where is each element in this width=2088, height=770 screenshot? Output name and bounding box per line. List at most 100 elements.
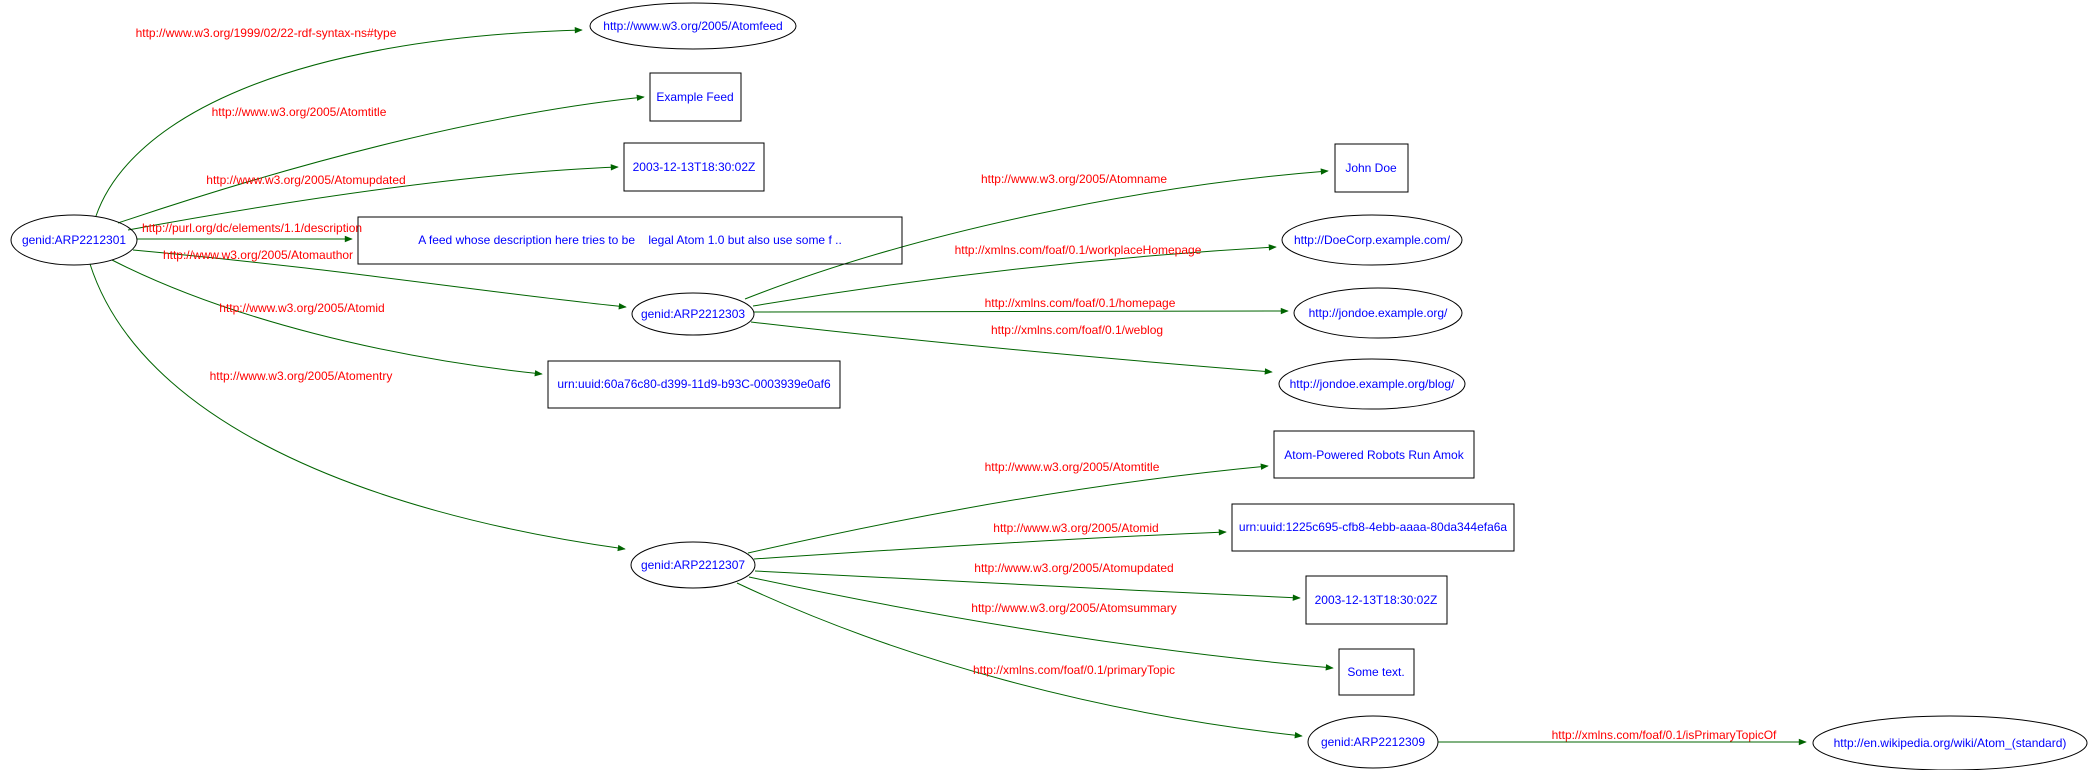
- node-uuid-entry: urn:uuid:1225c695-cfb8-4ebb-aaaa-80da344…: [1231, 503, 1515, 552]
- edge-label: http://www.w3.org/2005/Atomupdated: [206, 173, 405, 187]
- node-wikipedia: http://en.wikipedia.org/wiki/Atom_(stand…: [1812, 715, 2088, 770]
- edge-label: http://www.w3.org/2005/Atomid: [993, 521, 1158, 535]
- edge-atomid-entry: http://www.w3.org/2005/Atomid: [753, 521, 1227, 560]
- node-arp2212301: genid:ARP2212301: [10, 214, 138, 266]
- node-shape: [1278, 358, 1466, 410]
- node-shape: [1273, 430, 1475, 479]
- edge-line: [117, 94, 645, 224]
- node-shape: [1231, 503, 1515, 552]
- node-label: Atom-Powered Robots Run Amok: [1284, 448, 1464, 462]
- edge-label: http://xmlns.com/foaf/0.1/homepage: [985, 296, 1176, 310]
- node-label: genid:ARP2212301: [22, 233, 126, 247]
- node-label: 2003-12-13T18:30:02Z: [633, 160, 756, 174]
- node-shape: [631, 292, 755, 336]
- edge-atomid-feed: http://www.w3.org/2005/Atomid: [111, 259, 543, 377]
- edge-label: http://purl.org/dc/elements/1.1/descript…: [142, 221, 362, 235]
- node-shape: [10, 214, 138, 266]
- node-label: genid:ARP2212309: [1321, 735, 1425, 749]
- edge-atomname: http://www.w3.org/2005/Atomname: [744, 168, 1329, 300]
- node-shape: [1338, 648, 1415, 696]
- edge-label: http://www.w3.org/2005/Atomid: [219, 301, 384, 315]
- edge-atomauthor: http://www.w3.org/2005/Atomauthor: [132, 248, 627, 310]
- edge-atomupdated-feed: http://www.w3.org/2005/Atomupdated: [127, 164, 619, 231]
- node-shape: [1281, 214, 1463, 266]
- node-description: A feed whose description here tries to b…: [357, 216, 903, 265]
- node-shape: [1293, 287, 1463, 339]
- node-updated-feed: 2003-12-13T18:30:02Z: [623, 142, 765, 192]
- edge-atomtitle-feed: http://www.w3.org/2005/Atomtitle: [117, 94, 645, 224]
- node-label: 2003-12-13T18:30:02Z: [1315, 593, 1438, 607]
- edge-line: [95, 27, 583, 217]
- edge-line: [132, 249, 627, 310]
- node-arp2212303: genid:ARP2212303: [631, 292, 755, 336]
- node-label: http://en.wikipedia.org/wiki/Atom_(stand…: [1834, 736, 2067, 750]
- node-jondoe-blog: http://jondoe.example.org/blog/: [1278, 358, 1466, 410]
- edge-label: http://www.w3.org/2005/Atomname: [981, 172, 1167, 186]
- node-shape: [357, 216, 903, 265]
- node-uuid-feed: urn:uuid:60a76c80-d399-11d9-b93C-0003939…: [547, 360, 841, 409]
- edge-label: http://www.w3.org/2005/Atomtitle: [985, 460, 1160, 474]
- edge-line: [753, 307, 1289, 315]
- node-shape: [1334, 143, 1409, 193]
- edge-label: http://www.w3.org/2005/Atomsummary: [971, 601, 1176, 615]
- node-some-text: Some text.: [1338, 648, 1415, 696]
- edge-rdf-type: http://www.w3.org/1999/02/22-rdf-syntax-…: [95, 26, 583, 217]
- edge-line: [127, 164, 619, 231]
- node-jondoe-homepage: http://jondoe.example.org/: [1293, 287, 1463, 339]
- node-shape: [623, 142, 765, 192]
- node-arp2212307: genid:ARP2212307: [630, 541, 756, 589]
- node-shape: [649, 72, 742, 122]
- node-label: http://jondoe.example.org/blog/: [1290, 377, 1455, 391]
- node-label: Example Feed: [656, 90, 733, 104]
- edge-label: http://www.w3.org/2005/Atomentry: [210, 369, 393, 383]
- edge-line: [111, 259, 543, 377]
- node-shape: [1305, 575, 1448, 625]
- node-entry-title: Atom-Powered Robots Run Amok: [1273, 430, 1475, 479]
- edge-atomupdated-entry: http://www.w3.org/2005/Atomupdated: [754, 561, 1301, 601]
- node-shape: [1812, 715, 2088, 770]
- node-shape: [630, 541, 756, 589]
- edge-line: [754, 570, 1301, 601]
- node-arp2212309: genid:ARP2212309: [1307, 715, 1439, 769]
- node-atomfeed-class: http://www.w3.org/2005/Atomfeed: [589, 2, 797, 50]
- edge-label: http://xmlns.com/foaf/0.1/weblog: [991, 323, 1163, 337]
- edge-foaf-weblog: http://xmlns.com/foaf/0.1/weblog: [750, 321, 1273, 375]
- edge-label: http://www.w3.org/2005/Atomtitle: [212, 105, 387, 119]
- edge-label: http://www.w3.org/1999/02/22-rdf-syntax-…: [136, 26, 397, 40]
- node-label: A feed whose description here tries to b…: [418, 233, 842, 247]
- node-shape: [547, 360, 841, 409]
- edge-primary-topic: http://xmlns.com/foaf/0.1/primaryTopic: [736, 582, 1303, 739]
- edge-atomtitle-entry: http://www.w3.org/2005/Atomtitle: [747, 460, 1269, 554]
- edge-is-primary-topic-of: http://xmlns.com/foaf/0.1/isPrimaryTopic…: [1438, 728, 1807, 746]
- edge-foaf-homepage: http://xmlns.com/foaf/0.1/homepage: [753, 296, 1289, 315]
- edge-label: http://xmlns.com/foaf/0.1/isPrimaryTopic…: [1552, 728, 1777, 742]
- edge-line: [753, 529, 1227, 560]
- node-label: genid:ARP2212307: [641, 558, 745, 572]
- edge-dc-description: http://purl.org/dc/elements/1.1/descript…: [137, 221, 362, 243]
- node-john-doe: John Doe: [1334, 143, 1409, 193]
- edge-line: [89, 263, 626, 552]
- edge-label: http://www.w3.org/2005/Atomupdated: [974, 561, 1173, 575]
- node-label: urn:uuid:60a76c80-d399-11d9-b93C-0003939…: [557, 377, 831, 391]
- edge-workplace-homepage: http://xmlns.com/foaf/0.1/workplaceHomep…: [752, 243, 1277, 307]
- node-label: urn:uuid:1225c695-cfb8-4ebb-aaaa-80da344…: [1239, 520, 1508, 534]
- node-updated-entry: 2003-12-13T18:30:02Z: [1305, 575, 1448, 625]
- edge-atomentry: http://www.w3.org/2005/Atomentry: [89, 263, 626, 552]
- edge-line: [750, 321, 1273, 375]
- node-doecorp: http://DoeCorp.example.com/: [1281, 214, 1463, 266]
- node-label: genid:ARP2212303: [641, 307, 745, 321]
- node-label: http://DoeCorp.example.com/: [1294, 233, 1451, 247]
- edge-atomsummary: http://www.w3.org/2005/Atomsummary: [748, 576, 1334, 671]
- node-shape: [1307, 715, 1439, 769]
- edge-line: [747, 463, 1269, 554]
- node-label: John Doe: [1345, 161, 1397, 175]
- node-label: Some text.: [1347, 665, 1404, 679]
- node-shape: [589, 2, 797, 50]
- edge-line: [744, 168, 1329, 300]
- edge-label: http://www.w3.org/2005/Atomauthor: [163, 248, 353, 262]
- node-label: http://jondoe.example.org/: [1309, 306, 1448, 320]
- node-example-feed: Example Feed: [649, 72, 742, 122]
- edge-line: [736, 582, 1303, 739]
